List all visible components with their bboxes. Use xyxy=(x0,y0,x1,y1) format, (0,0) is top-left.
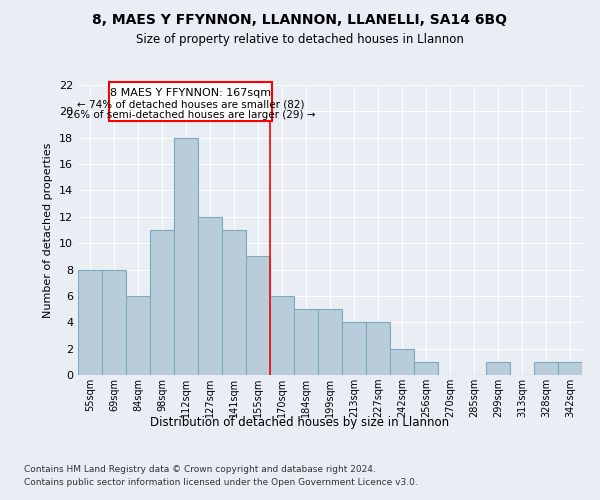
Text: Distribution of detached houses by size in Llannon: Distribution of detached houses by size … xyxy=(151,416,449,429)
Bar xyxy=(150,230,174,375)
Bar xyxy=(246,256,270,375)
Bar xyxy=(342,322,366,375)
Text: 8 MAES Y FFYNNON: 167sqm: 8 MAES Y FFYNNON: 167sqm xyxy=(110,88,271,99)
Bar xyxy=(318,309,342,375)
Text: ← 74% of detached houses are smaller (82): ← 74% of detached houses are smaller (82… xyxy=(77,100,305,110)
Y-axis label: Number of detached properties: Number of detached properties xyxy=(43,142,53,318)
Bar xyxy=(534,362,558,375)
Text: 8, MAES Y FFYNNON, LLANNON, LLANELLI, SA14 6BQ: 8, MAES Y FFYNNON, LLANNON, LLANELLI, SA… xyxy=(92,12,508,26)
Bar xyxy=(294,309,318,375)
Bar xyxy=(366,322,390,375)
Bar xyxy=(198,217,222,375)
Bar xyxy=(270,296,294,375)
Text: Size of property relative to detached houses in Llannon: Size of property relative to detached ho… xyxy=(136,32,464,46)
Bar xyxy=(102,270,126,375)
Bar xyxy=(126,296,150,375)
Bar xyxy=(558,362,582,375)
Bar xyxy=(78,270,102,375)
Bar xyxy=(486,362,510,375)
Text: Contains HM Land Registry data © Crown copyright and database right 2024.: Contains HM Land Registry data © Crown c… xyxy=(24,464,376,473)
FancyBboxPatch shape xyxy=(109,82,272,120)
Bar xyxy=(390,348,414,375)
Text: Contains public sector information licensed under the Open Government Licence v3: Contains public sector information licen… xyxy=(24,478,418,487)
Text: 26% of semi-detached houses are larger (29) →: 26% of semi-detached houses are larger (… xyxy=(67,110,315,120)
Bar xyxy=(414,362,438,375)
Bar xyxy=(174,138,198,375)
Bar xyxy=(222,230,246,375)
